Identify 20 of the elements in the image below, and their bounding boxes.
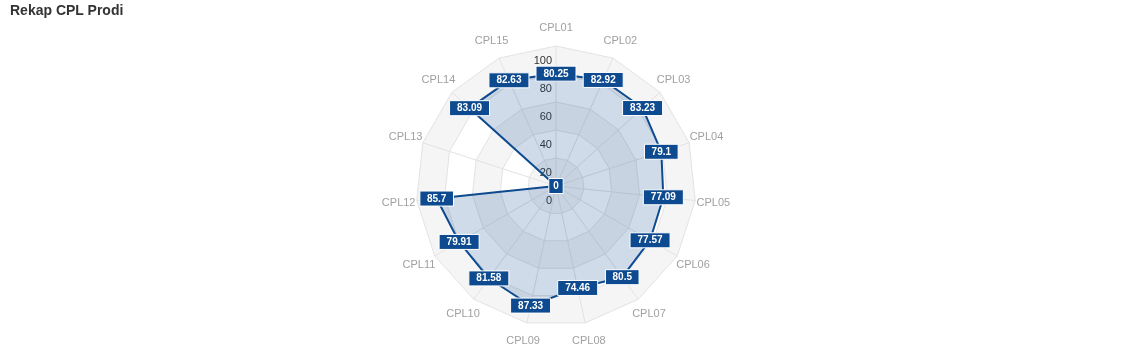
spoke-label: CPL14	[421, 73, 456, 86]
y-tick-label: 100	[533, 54, 552, 66]
spoke-label: CPL11	[402, 258, 436, 271]
spoke-label: CPL02	[603, 34, 638, 47]
spoke-label: CPL10	[446, 306, 480, 319]
y-tick-label: 40	[539, 138, 552, 150]
spoke-label: CPL09	[506, 333, 540, 346]
spoke-label: CPL13	[388, 130, 423, 143]
spoke-label: CPL05	[696, 195, 731, 208]
y-tick-label: 80	[539, 82, 552, 94]
spoke-label: CPL03	[656, 73, 691, 86]
spoke-label: CPL12	[381, 195, 416, 208]
spoke-label: CPL07	[632, 306, 666, 319]
spoke-label: CPL01	[539, 20, 573, 33]
spoke-label: CPL04	[689, 130, 724, 143]
text: Rekap CPL Prodi	[10, 1, 124, 18]
spoke-label: CPL06	[676, 258, 710, 271]
spoke-label: CPL15	[474, 34, 509, 47]
y-tick-label: 60	[539, 110, 552, 122]
spoke-label: CPL08	[572, 333, 606, 346]
